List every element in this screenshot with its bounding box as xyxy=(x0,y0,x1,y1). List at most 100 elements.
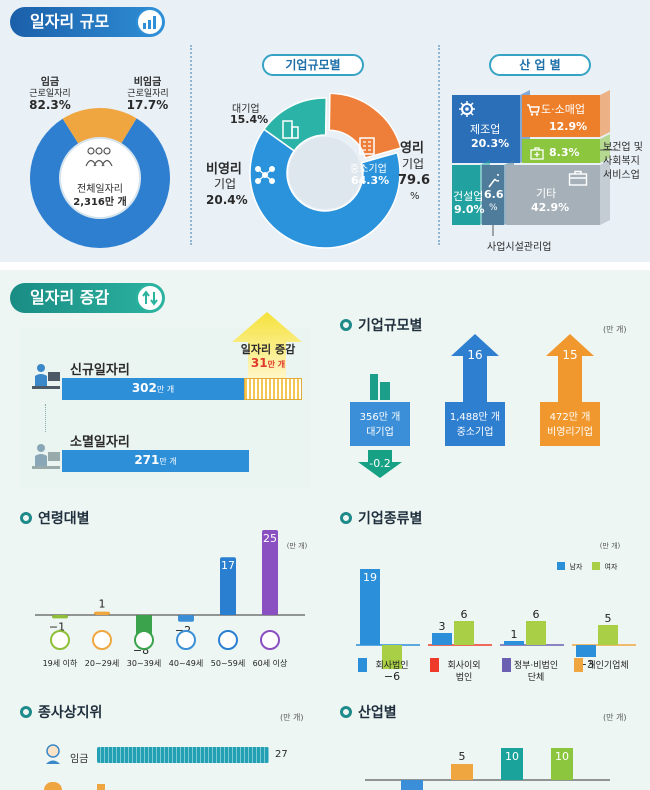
medical-icon xyxy=(530,145,544,160)
retail-value: 12.9% xyxy=(549,120,588,133)
manufacturing-label: 제조업 xyxy=(470,123,501,136)
other-label: 기타 xyxy=(536,187,557,200)
person-icon-2 xyxy=(44,782,62,790)
wage-jobs-label-2: 근로일자리 xyxy=(29,89,71,99)
profit-unit: % xyxy=(410,191,420,202)
wage-value: 27 xyxy=(275,749,288,760)
firm-unit: (만 개) xyxy=(600,541,621,550)
age-bar-3 xyxy=(178,615,194,622)
facility-unit: % xyxy=(489,203,498,213)
new-jobs-unit: 만 개 xyxy=(156,385,175,394)
other-value: 42.9% xyxy=(531,201,570,214)
size-total-2: 472만 개 xyxy=(550,411,591,423)
firm-type-icon-0 xyxy=(358,658,367,672)
firm-bar-3-0 xyxy=(576,645,596,657)
gear-icon xyxy=(458,100,476,118)
office-icon xyxy=(357,136,377,156)
construction-label: 건설업 xyxy=(453,190,484,203)
firm-bar-label-1-0: 3 xyxy=(439,620,446,633)
firm-type-chart-title-text: 기업종류별 xyxy=(358,511,423,527)
nonwage-jobs-label-2: 근로일자리 xyxy=(127,89,169,99)
firm-type-icon-3 xyxy=(574,658,583,672)
block-construction xyxy=(452,165,480,225)
briefcase-icon xyxy=(568,170,588,186)
flow-dots xyxy=(45,404,46,432)
wage-jobs-value: 82.3% xyxy=(29,98,71,112)
age-face-icon-3 xyxy=(176,630,196,650)
profit-label-2: 기업 xyxy=(402,157,425,171)
new-jobs-value: 302 xyxy=(131,381,157,395)
divider-2 xyxy=(438,45,440,245)
size-box-2 xyxy=(540,402,600,446)
health-label-3: 서비스업 xyxy=(603,170,640,181)
industry-change-bar-chart: 5 10 10 xyxy=(365,748,610,790)
facility-label: 사업시설관리업 xyxy=(487,242,552,253)
job-change-section: 일자리 증감 신규일자리 302만 개 일자리 증감 31만 개 소멸일자리 2… xyxy=(0,270,650,790)
ind-bar-2 xyxy=(501,748,523,780)
health-value: 8.3% xyxy=(549,146,580,159)
size-slice-1 xyxy=(328,93,402,159)
age-face-icon-1 xyxy=(92,630,112,650)
age-bar-label-1: 1 xyxy=(99,598,106,611)
large-firm-value: 15.4% xyxy=(230,113,269,126)
sme-label: 중소기업 xyxy=(350,164,387,175)
age-category-3: 40~49세 xyxy=(169,659,203,668)
legend-male-swatch xyxy=(557,562,565,570)
health-label-2: 사회복지 xyxy=(603,156,640,167)
change-value-2: 15 xyxy=(562,348,577,362)
age-category-5: 60세 이상 xyxy=(253,658,288,668)
firm-type-icon-1 xyxy=(430,658,439,672)
status-chart-title: 종사상지위 xyxy=(20,702,102,722)
net-change-hatch xyxy=(244,378,302,400)
size-total-1: 1,488만 개 xyxy=(450,411,500,423)
age-chart-title: 연령대별 xyxy=(20,508,90,528)
change-value-0: -0.2 xyxy=(369,457,390,470)
wrench-icon xyxy=(487,173,502,188)
firm-bar-label-0-0: 19 xyxy=(363,571,377,584)
size-change-title: 기업규모별 xyxy=(340,315,422,335)
age-category-2: 30~39세 xyxy=(127,659,161,668)
net-change-value: 31 xyxy=(250,356,268,370)
firm-category-3-a: 개인기업체 xyxy=(587,660,628,671)
net-change-label: 일자리 증감 xyxy=(240,343,296,356)
wage-bar xyxy=(97,747,269,763)
gone-jobs-unit: 만 개 xyxy=(159,457,177,466)
status-chart-title-text: 종사상지위 xyxy=(38,705,103,721)
size-change-title-text: 기업규모별 xyxy=(358,318,423,334)
firm-bar-3-1 xyxy=(598,625,618,645)
second-bar-edge xyxy=(97,784,105,790)
divider-1 xyxy=(190,45,192,245)
net-change-value-wrap: 31만 개 xyxy=(232,356,304,370)
size-box-0 xyxy=(350,402,410,446)
worker-gone-icon xyxy=(28,442,62,472)
ind-bar-3 xyxy=(551,748,573,780)
legend-female-label: 여자 xyxy=(605,562,618,571)
firm-category-0-a: 회사법인 xyxy=(375,660,408,671)
firm-bar-label-2-0: 1 xyxy=(511,628,518,641)
donut-hole xyxy=(289,137,361,209)
firm-bar-2-1 xyxy=(526,621,546,645)
block-retail-side xyxy=(600,90,610,137)
age-bar-0 xyxy=(52,615,68,619)
cart-icon xyxy=(526,101,540,116)
age-bar-5 xyxy=(262,530,278,615)
firm-type-bar-chart: (만 개)남자 여자19−6회사법인36회사이외법인16정부·비법인단체−35개인… xyxy=(356,541,636,683)
section-title: 일자리 규모 xyxy=(30,12,110,31)
change-value-1: 16 xyxy=(467,348,482,362)
size-label-2: 비영리기업 xyxy=(547,425,593,438)
people-icon xyxy=(82,146,116,168)
legend-male-label: 남자 xyxy=(570,562,583,571)
block-other xyxy=(506,165,600,225)
age-bar-label-5: 25 xyxy=(263,532,277,545)
firm-category-2-b: 단체 xyxy=(528,672,545,683)
change-arrow-0 xyxy=(358,450,402,478)
age-bar-label-4: 17 xyxy=(221,559,235,572)
wage-jobs-label-1: 임금 xyxy=(40,77,60,88)
status-unit: (만 개) xyxy=(280,713,304,722)
ind-bar-label-1: 5 xyxy=(459,750,466,763)
bar-chart-icon xyxy=(136,8,164,36)
age-face-icon-4 xyxy=(218,630,238,650)
nonwage-jobs-value: 17.7% xyxy=(126,98,169,112)
